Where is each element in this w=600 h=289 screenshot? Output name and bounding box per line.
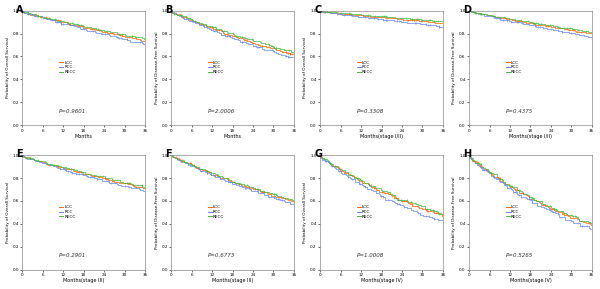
Legend: LCC, RCC, RECC: LCC, RCC, RECC xyxy=(59,205,76,218)
Text: P=0.9601: P=0.9601 xyxy=(59,109,86,114)
X-axis label: Months(stage IV): Months(stage IV) xyxy=(509,278,551,284)
Legend: LCC, RCC, RECC: LCC, RCC, RECC xyxy=(59,61,76,74)
X-axis label: Months: Months xyxy=(74,134,92,139)
Y-axis label: Probability of Disease-Free Survival: Probability of Disease-Free Survival xyxy=(452,32,457,104)
Y-axis label: Probability of Overall Survival: Probability of Overall Survival xyxy=(5,37,10,98)
Text: F: F xyxy=(165,149,172,160)
X-axis label: Months(stage IV): Months(stage IV) xyxy=(361,278,403,284)
Legend: LCC, RCC, RECC: LCC, RCC, RECC xyxy=(506,61,522,74)
X-axis label: Months(stage I/II): Months(stage I/II) xyxy=(509,134,552,139)
Text: C: C xyxy=(314,5,322,15)
Text: P=0.6773: P=0.6773 xyxy=(208,253,235,258)
Text: P=0.3308: P=0.3308 xyxy=(357,109,384,114)
Text: E: E xyxy=(16,149,23,160)
Y-axis label: Probability of Overall Survival: Probability of Overall Survival xyxy=(304,37,307,98)
Text: P=1.0008: P=1.0008 xyxy=(357,253,384,258)
X-axis label: Months: Months xyxy=(224,134,242,139)
Text: P=0.5265: P=0.5265 xyxy=(506,253,533,258)
Legend: LCC, RCC, RECC: LCC, RCC, RECC xyxy=(208,205,224,218)
Text: P=0.4375: P=0.4375 xyxy=(506,109,533,114)
Legend: LCC, RCC, RECC: LCC, RCC, RECC xyxy=(208,61,224,74)
Y-axis label: Probability of Overall Survival: Probability of Overall Survival xyxy=(304,182,307,243)
Text: D: D xyxy=(463,5,471,15)
Y-axis label: Probability of Disease-Free Survival: Probability of Disease-Free Survival xyxy=(155,176,158,249)
Y-axis label: Probability of Disease-Free Survival: Probability of Disease-Free Survival xyxy=(155,32,158,104)
Legend: LCC, RCC, RECC: LCC, RCC, RECC xyxy=(506,205,522,218)
Text: H: H xyxy=(463,149,471,160)
Text: P=0.2901: P=0.2901 xyxy=(59,253,86,258)
Text: B: B xyxy=(165,5,173,15)
Text: P=2.0006: P=2.0006 xyxy=(208,109,235,114)
Text: A: A xyxy=(16,5,23,15)
Y-axis label: Probability of Disease-Free Survival: Probability of Disease-Free Survival xyxy=(452,176,457,249)
Text: G: G xyxy=(314,149,322,160)
X-axis label: Months(stage III): Months(stage III) xyxy=(63,278,104,284)
X-axis label: Months(stage III): Months(stage III) xyxy=(212,278,253,284)
Legend: LCC, RCC, RECC: LCC, RCC, RECC xyxy=(356,61,373,74)
X-axis label: Months(stage I/II): Months(stage I/II) xyxy=(360,134,403,139)
Legend: LCC, RCC, RECC: LCC, RCC, RECC xyxy=(356,205,373,218)
Y-axis label: Probability of Overall Survival: Probability of Overall Survival xyxy=(5,182,10,243)
